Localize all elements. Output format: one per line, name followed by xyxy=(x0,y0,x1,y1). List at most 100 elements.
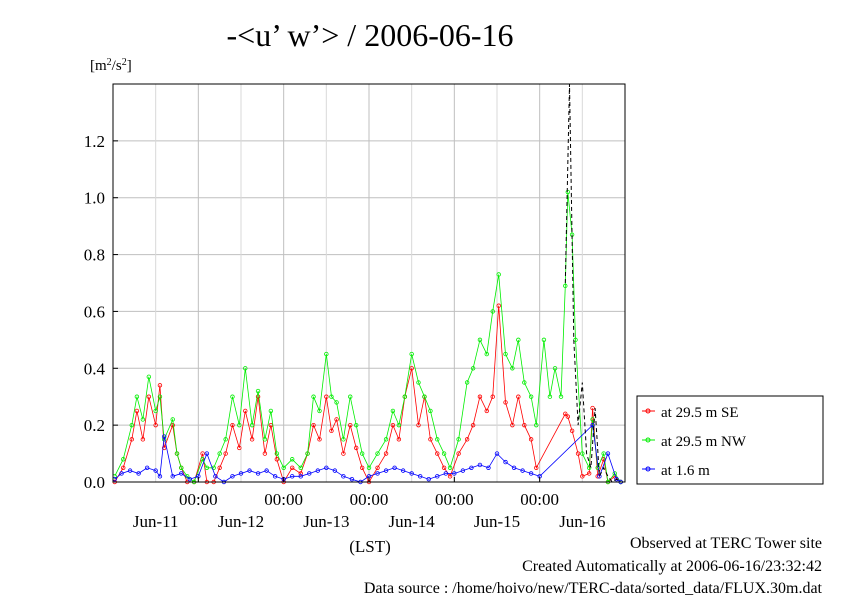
data-point xyxy=(354,445,359,451)
data-point xyxy=(129,437,134,442)
legend-label: at 29.5 m SE xyxy=(661,405,739,421)
data-point xyxy=(134,408,140,414)
data-point xyxy=(490,394,495,399)
data-point xyxy=(290,457,295,462)
data-point xyxy=(324,351,329,357)
data-point xyxy=(170,474,175,479)
data-point xyxy=(281,465,286,470)
data-point xyxy=(441,465,447,470)
data-point xyxy=(390,422,396,428)
data-point xyxy=(383,437,389,442)
data-point xyxy=(590,405,595,411)
series-1 xyxy=(112,189,623,485)
data-point xyxy=(516,337,521,343)
data-point xyxy=(153,468,158,473)
data-point xyxy=(470,422,476,428)
data-point xyxy=(464,437,470,442)
data-point xyxy=(522,422,527,428)
data-point xyxy=(121,457,126,462)
data-point xyxy=(179,471,184,476)
data-point xyxy=(161,434,167,439)
data-point xyxy=(580,451,585,456)
series-0 xyxy=(112,303,623,485)
data-point xyxy=(396,422,402,428)
data-point xyxy=(569,428,575,434)
data-point xyxy=(503,351,508,357)
data-point xyxy=(422,394,427,399)
grid-lines xyxy=(113,84,625,483)
data-point xyxy=(223,451,228,456)
data-point xyxy=(238,471,244,476)
data-point xyxy=(375,471,380,476)
data-point xyxy=(230,394,235,399)
data-point xyxy=(298,465,303,470)
data-point xyxy=(383,451,389,456)
legend-box xyxy=(636,395,824,485)
data-point xyxy=(217,465,222,470)
data-point xyxy=(563,283,568,289)
data-point xyxy=(456,451,461,456)
data-point xyxy=(140,417,146,422)
data-point xyxy=(520,468,525,473)
x-tick-time-label: 00:00 xyxy=(350,490,389,509)
series-line xyxy=(114,424,621,483)
data-point xyxy=(237,445,242,451)
data-point xyxy=(390,408,396,414)
data-point xyxy=(290,474,295,479)
data-point xyxy=(332,468,338,473)
data-point xyxy=(484,351,489,357)
y-tick-label: 0.4 xyxy=(84,359,106,378)
data-point xyxy=(341,451,346,456)
data-point xyxy=(223,437,228,442)
data-point xyxy=(528,471,534,476)
x-tick-date-label: Jun-13 xyxy=(303,512,349,531)
x-tick-time-label: 00:00 xyxy=(435,490,474,509)
series-3 xyxy=(564,83,621,483)
data-point xyxy=(597,474,602,479)
data-point xyxy=(140,437,146,442)
data-point xyxy=(477,394,483,399)
x-tick-date-label: Jun-14 xyxy=(389,512,436,531)
data-point xyxy=(486,465,491,470)
data-point xyxy=(204,465,210,470)
y-tick-label: 0.0 xyxy=(84,473,105,492)
data-point xyxy=(272,474,278,479)
data-point xyxy=(174,451,180,456)
data-point xyxy=(477,462,483,468)
data-point xyxy=(456,437,461,442)
x-tick-time-label: 00:00 xyxy=(179,490,218,509)
data-point xyxy=(311,394,316,399)
data-point xyxy=(510,422,515,428)
data-point xyxy=(580,474,585,479)
x-tick-date-label: Jun-11 xyxy=(133,512,179,531)
data-point xyxy=(146,394,152,399)
data-point xyxy=(409,366,414,371)
data-point xyxy=(179,465,184,470)
data-point xyxy=(247,468,252,473)
data-point xyxy=(274,457,280,462)
data-point xyxy=(341,437,346,442)
data-point xyxy=(324,465,329,470)
data-point xyxy=(315,468,320,473)
data-point xyxy=(484,408,489,414)
y-tick-label: 0.8 xyxy=(84,246,105,265)
y-tick-label: 1.2 xyxy=(84,132,105,151)
data-point xyxy=(264,468,269,473)
data-point xyxy=(157,394,163,399)
data-point xyxy=(375,451,380,456)
data-point xyxy=(541,337,547,343)
data-point xyxy=(230,422,235,428)
data-point xyxy=(324,394,329,399)
observed-note: Observed at TERC Tower site xyxy=(629,535,822,552)
data-point xyxy=(443,471,448,476)
x-tick-date-label: Jun-15 xyxy=(474,512,520,531)
data-point xyxy=(547,394,553,399)
data-point xyxy=(511,465,517,470)
data-point xyxy=(494,451,500,456)
created-note: Created Automatically at 2006-06-16/23:3… xyxy=(522,558,822,575)
data-point xyxy=(249,422,255,428)
data-point xyxy=(522,380,527,385)
data-point xyxy=(121,465,126,470)
data-point xyxy=(601,451,606,456)
